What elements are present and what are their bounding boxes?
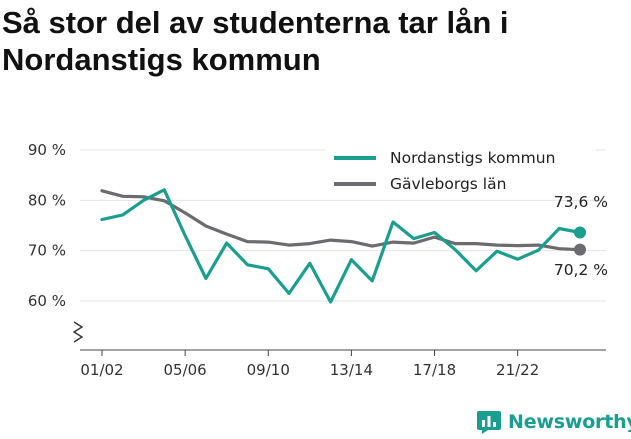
y-tick-label: 90 %	[28, 141, 66, 159]
series-end-point-0	[574, 226, 586, 239]
y-tick-label: 70 %	[28, 242, 66, 260]
bar-chart-badge-icon	[477, 411, 501, 434]
end-label-1: 70,2 %	[554, 261, 608, 279]
axis-break-icon	[72, 321, 84, 343]
series-line-1	[100, 189, 582, 252]
chart-title: Så stor del av studenterna tar lån i Nor…	[2, 5, 509, 77]
axes: 60 % 70 % 80 % 90 % 01/02 05/06 09/10 13/14 17/1…	[28, 141, 606, 379]
x-tick-label: 21/22	[496, 361, 539, 379]
legend-background	[326, 140, 596, 198]
x-tick-label: 17/18	[413, 361, 456, 379]
legend: Nordanstigs kommun Gävleborgs län	[326, 140, 596, 198]
x-tick-label: 13/14	[330, 361, 373, 379]
legend-label: Gävleborgs län	[390, 175, 506, 193]
brand-logo: Newsworthy	[476, 409, 631, 435]
brand-name: Newsworthy	[508, 411, 631, 433]
y-tick-label: 60 %	[28, 292, 66, 310]
y-tick-label: 80 %	[28, 191, 66, 209]
series-end-point-1	[574, 243, 586, 256]
series-lines	[100, 188, 586, 304]
legend-label: Nordanstigs kommun	[390, 149, 555, 167]
x-tick-label: 09/10	[247, 361, 290, 379]
end-labels: 73,6 % 70,2 %	[554, 193, 608, 279]
x-tick-label: 01/02	[80, 361, 123, 379]
series-line-0	[100, 188, 582, 304]
end-label-0: 73,6 %	[554, 193, 608, 211]
x-tick-label: 05/06	[164, 361, 207, 379]
